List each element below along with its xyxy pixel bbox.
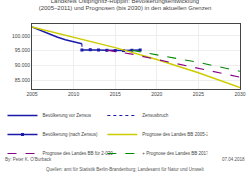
svg-text:2005: 2005 [26, 91, 37, 97]
svg-text:90.000: 90.000 [15, 62, 31, 68]
svg-text:Prognose des Landes BB 2005-20: Prognose des Landes BB 2005-2030 [142, 132, 207, 137]
svg-text:2025: 2025 [193, 91, 204, 97]
svg-text:Bevölkerung vor Zensus: Bevölkerung vor Zensus [43, 113, 92, 118]
svg-text:85.000: 85.000 [15, 77, 31, 83]
svg-text:2020: 2020 [151, 91, 162, 97]
svg-text:Bevölkerung (nach Zensus): Bevölkerung (nach Zensus) [43, 132, 99, 137]
svg-text:By: Peter K. O’Burback: By: Peter K. O’Burback [5, 157, 52, 162]
svg-text:Prognose des Landes BB für 2-0: Prognose des Landes BB für 2-030 [43, 151, 114, 156]
svg-text:07.04.2018: 07.04.2018 [222, 157, 245, 162]
svg-text:95.000: 95.000 [15, 47, 31, 53]
svg-text:+ Prognose des Landes BB 2017-: + Prognose des Landes BB 2017-2030 [142, 151, 207, 156]
svg-text:Landkreis Ostprignitz-Ruppin:: Landkreis Ostprignitz-Ruppin: Bevölkerun… [39, 0, 212, 11]
svg-text:2015: 2015 [110, 91, 121, 97]
svg-text:Zensusbruch: Zensusbruch [142, 113, 169, 118]
svg-text:2030: 2030 [234, 91, 245, 97]
svg-text:100.000: 100.000 [12, 33, 30, 39]
svg-text:2010: 2010 [68, 91, 79, 97]
svg-text:Quellen: amt für Statistik Ber: Quellen: amt für Statistik Berlin-Brande… [46, 167, 205, 172]
